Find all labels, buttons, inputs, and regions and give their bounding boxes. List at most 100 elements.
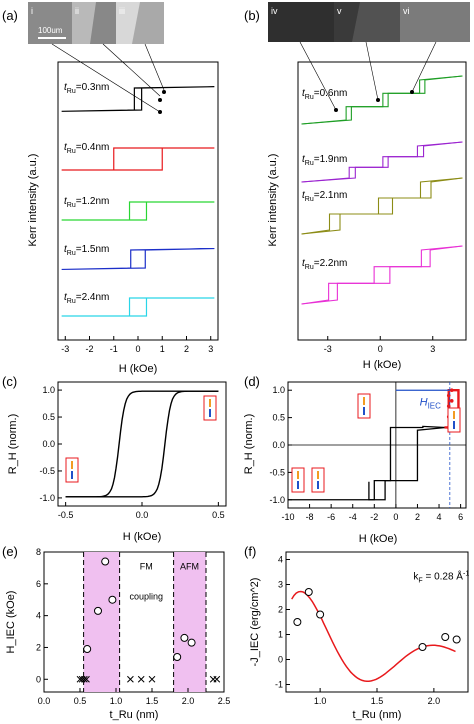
scale-bar-label: 100um: [38, 26, 63, 35]
marker-a-2: [162, 90, 166, 94]
panel-label-d: (d): [244, 374, 260, 389]
afm-band-0: [83, 552, 120, 692]
afm-band-1: [173, 552, 206, 692]
series-label-b-3: tRu=2.2nm: [302, 258, 347, 271]
minor-loop-point-7: [449, 388, 454, 393]
marker-b-2: [410, 90, 414, 94]
ylabel-c: R_H (norm.): [7, 414, 19, 475]
panel-b: (b) iv v vi tRu=0.6nmtRu=1.9nmtRu=2.1nmt…: [244, 2, 470, 371]
micrograph-label-v: v: [337, 6, 342, 16]
data-point-f-3: [418, 643, 427, 651]
f-tick-label-1: 1.5: [371, 696, 384, 706]
loop-b-up-3: [301, 245, 463, 305]
loop-a-2: [61, 201, 215, 221]
a-tick-label-5: 2: [184, 344, 189, 354]
d-tick-label-4: -2: [370, 512, 378, 522]
state-box-c-0: [65, 457, 79, 483]
connector-a-2: [144, 43, 165, 91]
loop-a-0: [61, 86, 215, 112]
f-ytick-label-4: 3: [278, 580, 283, 590]
d-ytick-label-3: 0.5: [272, 413, 285, 423]
data-point-f-5: [452, 635, 461, 644]
f-ytick-label-2: 1: [278, 630, 283, 640]
series-label-a-1: tRu=0.4nm: [64, 142, 109, 155]
series-label-a-0: tRu=0.3nm: [64, 82, 109, 95]
xlabel-b: H (kOe): [363, 359, 402, 371]
panel-f: (f) kF = 0.28 Å-1 1.0 1.5 2.0 -1 0 1 2 3 4 -J_IEC…: [244, 544, 469, 721]
state-box-d-1: [291, 467, 305, 493]
plot-frame-b: [297, 61, 467, 341]
loop-a-1: [61, 147, 215, 171]
panel-a: (a) i ii iii 100um tRu=0.3nmtRu=0.4nmtRu…: [2, 2, 219, 375]
plot-frame-c: [57, 381, 227, 507]
d-tick-label-0: -10: [281, 512, 294, 522]
micrograph-label-iv: iv: [271, 6, 278, 16]
c-tick-label-1: 0.0: [136, 510, 149, 520]
zero-point-e-2: [80, 675, 88, 683]
a-tick-label-4: 1: [160, 344, 165, 354]
panel-label-f: (f): [244, 544, 256, 559]
zero-point-e-3: [83, 675, 90, 683]
micrograph-domain-v: [352, 2, 400, 42]
d-tick-label-6: 2: [415, 512, 420, 522]
e-ytick-label-3: 6: [36, 579, 41, 589]
d-tick-label-1: -8: [306, 512, 314, 522]
ylabel-f: -J_IEC (erg/cm^2): [249, 578, 261, 667]
loop-b-down-0: [301, 75, 463, 125]
a-tick-label-1: -2: [86, 344, 94, 354]
connector-a-1: [102, 43, 161, 97]
series-label-a-3: tRu=1.5nm: [64, 244, 109, 257]
xlabel-a: H (kOe): [119, 363, 158, 375]
panel-label-e: (e): [2, 544, 18, 559]
e-ytick-label-2: 4: [36, 611, 41, 621]
micrograph-label-i: i: [31, 6, 33, 16]
e-tick-label-2: 1.0: [110, 696, 123, 706]
loop-d-descending: [368, 426, 446, 501]
data-point-e-2: [101, 557, 110, 566]
a-tick-label-0: -3: [61, 344, 69, 354]
series-label-a-4: tRu=2.4nm: [64, 292, 109, 305]
data-point-e-6: [187, 638, 196, 647]
data-point-f-2: [316, 610, 325, 619]
e-tick-label-1: 0.5: [74, 696, 87, 706]
h-iec-label: HIEC: [420, 397, 442, 411]
a-tick-label-3: 0: [135, 344, 140, 354]
d-tick-label-2: -6: [327, 512, 335, 522]
plot-a: tRu=0.3nm tRu=0.4nm tRu=1.2nm tRu=1.5nm tRu=…: [51, 43, 215, 354]
connector-b-2: [411, 41, 437, 93]
loop-b-up-0: [301, 75, 463, 125]
c-tick-label-0: -0.5: [58, 510, 74, 520]
micrograph-strip-b: iv v vi: [268, 2, 470, 42]
plot-b: tRu=0.6nm tRu=1.9nm tRu=2.1nm tRu=2.2nm -3 0 3: [299, 41, 463, 354]
micrograph-label-ii: ii: [75, 6, 79, 16]
micrograph-domain-iii: [132, 2, 164, 44]
data-point-f-0: [293, 618, 302, 626]
xlabel-f: t_Ru (nm): [353, 709, 402, 721]
panel-label-b: (b): [244, 8, 260, 23]
ylabel-d: R_H (norm.): [243, 414, 255, 475]
c-tick-label-2: 0.5: [212, 510, 225, 520]
loop-b-up-1: [301, 141, 463, 183]
ylabel-e: H_IEC (kOe): [5, 591, 17, 654]
d-tick-label-3: -4: [349, 512, 357, 522]
zero-point-e-4: [127, 675, 134, 683]
c-ytick-label-2: 0.0: [42, 439, 55, 449]
series-label-b-1: tRu=1.9nm: [302, 154, 347, 167]
data-point-f-1: [304, 588, 313, 596]
f-ytick-label-0: -1: [275, 680, 283, 690]
loop-b-down-1: [301, 141, 463, 183]
band-label-fm: FM: [140, 562, 153, 572]
connector-b-0: [299, 41, 337, 111]
d-ytick-label-1: -0.5: [269, 467, 285, 477]
loop-b-down-2: [301, 177, 463, 235]
data-point-e-1: [94, 606, 102, 615]
panel-e: (e) FM coupling AFM 0.0 0.5 1.0 1.5 2.0 2.5 0 2 4 6 8…: [2, 544, 230, 721]
state-box-d-2: [311, 467, 325, 493]
plot-frame-e: [43, 551, 225, 693]
plot-e: FM coupling AFM 0.0 0.5 1.0 1.5 2.0 2.5 0 2 4 6 8: [36, 547, 230, 706]
f-tick-label-0: 1.0: [314, 696, 327, 706]
connector-b-1: [365, 41, 379, 101]
panel-c: (c) -0.5 0.0 0.5-1.0-0.50.00.51.0 R_H (nor…: [2, 374, 227, 543]
plot-c: -0.5 0.0 0.5-1.0-0.50.00.51.0: [39, 385, 224, 520]
